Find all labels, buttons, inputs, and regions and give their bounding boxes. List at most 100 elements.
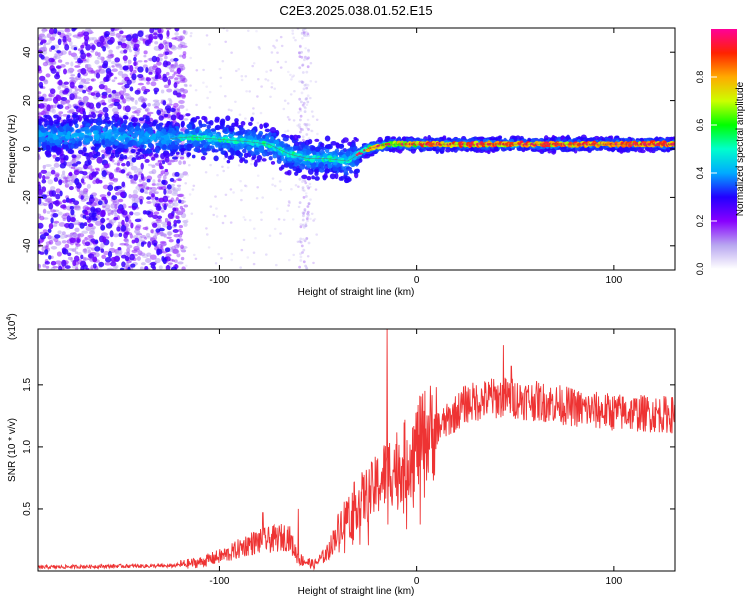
spectrogram-cell bbox=[68, 198, 73, 203]
spectrogram-cell bbox=[299, 130, 302, 134]
spectrogram-cell bbox=[268, 234, 272, 237]
spectrogram-cell bbox=[156, 61, 162, 66]
spectrogram-cell bbox=[344, 178, 351, 183]
spectrogram-cell bbox=[146, 196, 152, 200]
spectrogram-cell bbox=[96, 125, 102, 130]
spectrogram-cell bbox=[100, 70, 106, 74]
spectrogram-cell bbox=[133, 211, 141, 216]
spectrogram-cell bbox=[214, 116, 220, 121]
spectrogram-cell bbox=[90, 146, 96, 151]
spectrogram-cell bbox=[301, 186, 305, 190]
spectrogram-cell bbox=[311, 145, 316, 151]
spectrogram-cell bbox=[644, 147, 651, 151]
spectrogram-cell bbox=[153, 87, 160, 93]
spectrogram-cell bbox=[152, 99, 160, 103]
spectrogram-cell bbox=[239, 127, 246, 135]
spectrogram-cell bbox=[185, 113, 191, 117]
spectrogram-cell bbox=[275, 207, 279, 210]
spectrogram-cell bbox=[297, 185, 300, 188]
spectrogram-cell bbox=[173, 199, 178, 203]
spectrogram-cell bbox=[68, 127, 74, 132]
spectrogram-cell bbox=[117, 82, 124, 85]
spectrogram-cell bbox=[123, 155, 128, 160]
spectrogram-cell bbox=[291, 29, 295, 32]
spectrogram-cell bbox=[86, 201, 93, 205]
spectrogram-cell bbox=[173, 219, 178, 225]
spectrogram-cell bbox=[246, 145, 252, 151]
spectrogram-cell bbox=[73, 205, 81, 209]
spectrogram-cell bbox=[131, 205, 137, 211]
spectrogram-cell bbox=[95, 168, 100, 172]
spectrogram-cell bbox=[172, 202, 179, 207]
spectrogram-cell bbox=[258, 47, 262, 50]
spectrogram-cell bbox=[170, 141, 176, 148]
spectrogram-cell bbox=[111, 68, 118, 73]
spectrogram-cell bbox=[71, 137, 76, 145]
spectrogram-cell bbox=[87, 159, 92, 166]
spectrogram-cell bbox=[305, 57, 309, 61]
spectrogram-cell bbox=[152, 214, 159, 220]
spectrogram-cell bbox=[175, 215, 180, 220]
spectrogram-cell bbox=[213, 155, 219, 162]
spectrogram-cell bbox=[168, 159, 175, 163]
spectrogram-cell bbox=[185, 264, 188, 267]
spectrogram-cell bbox=[126, 79, 132, 85]
spectrogram-cell bbox=[90, 238, 96, 243]
spectrogram-cell bbox=[54, 174, 59, 178]
spectrogram-cell bbox=[303, 209, 307, 213]
spectrogram-cell bbox=[120, 38, 128, 42]
spectrogram-cell bbox=[92, 180, 97, 185]
spectrogram-cell bbox=[121, 162, 126, 167]
spectrogram-cell bbox=[180, 256, 185, 261]
spectrogram-cell bbox=[116, 226, 121, 232]
spectrogram-cell bbox=[130, 133, 136, 138]
spectrogram-cell bbox=[132, 189, 138, 195]
spectrogram-cell bbox=[107, 98, 112, 103]
spectrogram-cell bbox=[48, 255, 52, 260]
spectrogram-cell bbox=[164, 51, 170, 56]
spectrogram-cell bbox=[86, 58, 90, 63]
spectrogram-cell bbox=[292, 134, 299, 141]
spectrogram-cell bbox=[302, 260, 306, 264]
spectrogram-cell bbox=[152, 64, 158, 68]
spectrogram-cell bbox=[304, 55, 307, 59]
spectrogram-cell bbox=[108, 94, 112, 98]
spectrogram-cell bbox=[113, 76, 118, 80]
spectrogram-cell bbox=[86, 52, 91, 57]
spectrogram-cell bbox=[260, 211, 263, 214]
spectrogram-cell bbox=[120, 224, 127, 232]
spectrogram-cell bbox=[290, 188, 293, 191]
spectrogram-cell bbox=[102, 45, 106, 52]
spectrogram-cell bbox=[160, 209, 165, 213]
spectrogram-cell bbox=[302, 196, 306, 199]
spectrogram-cell bbox=[138, 178, 142, 183]
spectrogram-cell bbox=[104, 33, 110, 38]
spectrogram-cell bbox=[74, 105, 79, 109]
spectrogram-cell bbox=[115, 251, 122, 257]
spectrogram-cell bbox=[307, 56, 310, 60]
spectrogram-cell bbox=[305, 126, 309, 130]
spectrogram-cell bbox=[150, 229, 154, 234]
spectrogram-cell bbox=[305, 70, 309, 74]
spectrogram-cell bbox=[52, 135, 57, 141]
spectrogram-cell bbox=[185, 84, 188, 88]
spectrogram-cell bbox=[304, 264, 307, 268]
spectrogram-cell bbox=[121, 181, 126, 188]
spectrogram-cell bbox=[218, 67, 222, 71]
spectrogram-cell bbox=[38, 213, 42, 217]
spectrogram-cell bbox=[38, 124, 42, 130]
spectrogram-cell bbox=[70, 144, 75, 149]
spectrogram-cell bbox=[311, 175, 315, 180]
spectrogram-cell bbox=[137, 60, 143, 63]
spectrogram-cell bbox=[305, 123, 309, 126]
spectrogram-cell bbox=[267, 132, 272, 138]
spectrogram-cell bbox=[493, 146, 499, 152]
spectrogram-cell bbox=[305, 266, 308, 270]
spectrogram-cell bbox=[91, 112, 97, 119]
spectrogram-cell bbox=[132, 140, 137, 146]
spectrogram-cell bbox=[74, 65, 81, 68]
spectrogram-cell bbox=[140, 162, 144, 170]
spectrogram-cell bbox=[110, 28, 115, 32]
spectrogram-cell bbox=[74, 88, 79, 92]
spectrogram-cell bbox=[167, 262, 173, 265]
